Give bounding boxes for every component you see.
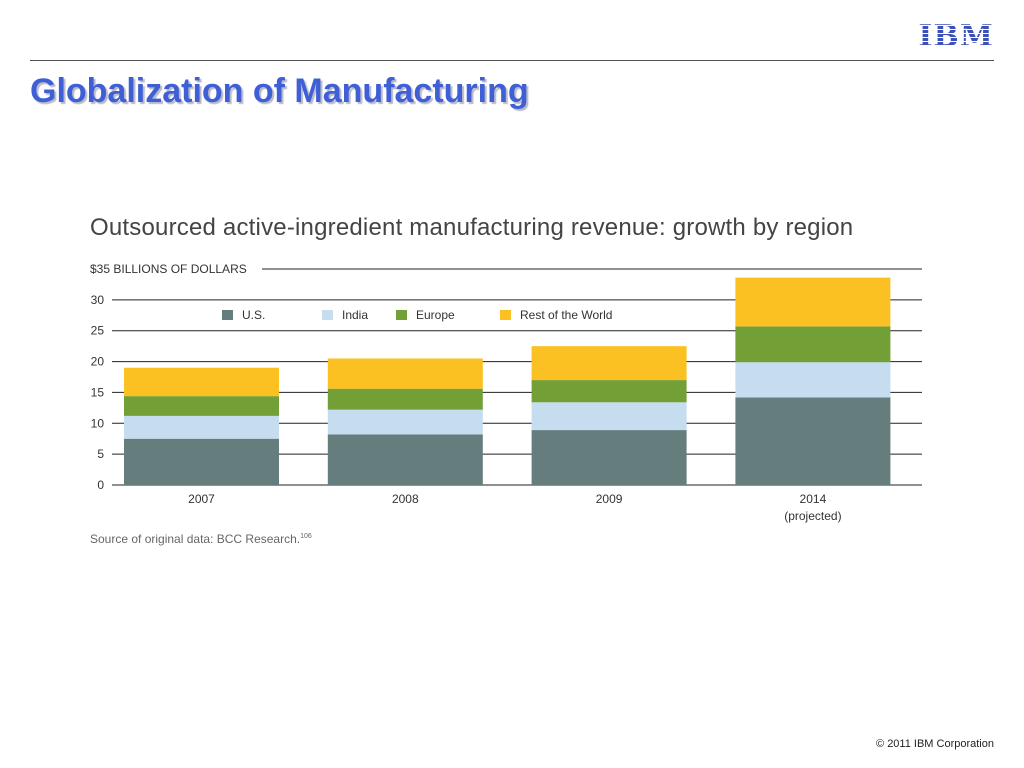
y-tick-label: 20 [91,355,105,369]
legend-swatch [396,310,407,320]
y-axis-label: $35 BILLIONS OF DOLLARS [90,262,247,276]
legend-label: Europe [416,308,455,322]
x-tick-label: 2014 [800,492,827,506]
bar-segment-rest-of-the-world [735,277,891,327]
source-footnote: 106 [300,533,312,540]
bar-segment-rest-of-the-world [327,358,483,389]
source-text: Source of original data: BCC Research. [90,532,301,546]
bar-segment-india [735,362,891,398]
bar-segment-india [327,409,483,435]
source-note: Source of original data: BCC Research.10… [90,532,312,546]
bar-segment-india [531,402,687,431]
x-tick-label: 2007 [188,492,215,506]
x-tick-sublabel: (projected) [784,509,841,523]
bar-segment-u-s- [124,438,279,485]
bar-segment-europe [735,326,891,363]
header-divider [30,60,994,61]
bar-segment-rest-of-the-world [124,367,279,397]
legend-label: U.S. [242,308,265,322]
bar-segment-europe [531,380,687,403]
legend-swatch [322,310,333,320]
legend-swatch [500,310,511,320]
slide-title: Globalization of Manufacturing [30,72,529,110]
bar-segment-u-s- [327,434,483,485]
chart-title: Outsourced active-ingredient manufacturi… [90,214,854,241]
y-tick-label: 15 [91,385,105,399]
bar-segment-u-s- [531,430,687,485]
y-tick-label: 25 [91,324,105,338]
y-tick-label: 0 [97,478,104,492]
legend-label: India [342,308,368,322]
legend-label: Rest of the World [520,308,612,322]
legend-swatch [222,310,233,320]
bar-segment-india [124,415,279,439]
x-tick-label: 2008 [392,492,419,506]
bar-segment-u-s- [735,397,891,485]
y-tick-label: 5 [97,447,104,461]
y-tick-label: 10 [91,416,105,430]
bar-segment-europe [124,396,279,416]
ibm-logo: IBM [918,19,994,54]
bar-segment-europe [327,388,483,410]
y-tick-label: 30 [91,293,105,307]
x-tick-label: 2009 [596,492,623,506]
copyright-footer: © 2011 IBM Corporation [876,738,994,750]
bar-segment-rest-of-the-world [531,346,687,381]
